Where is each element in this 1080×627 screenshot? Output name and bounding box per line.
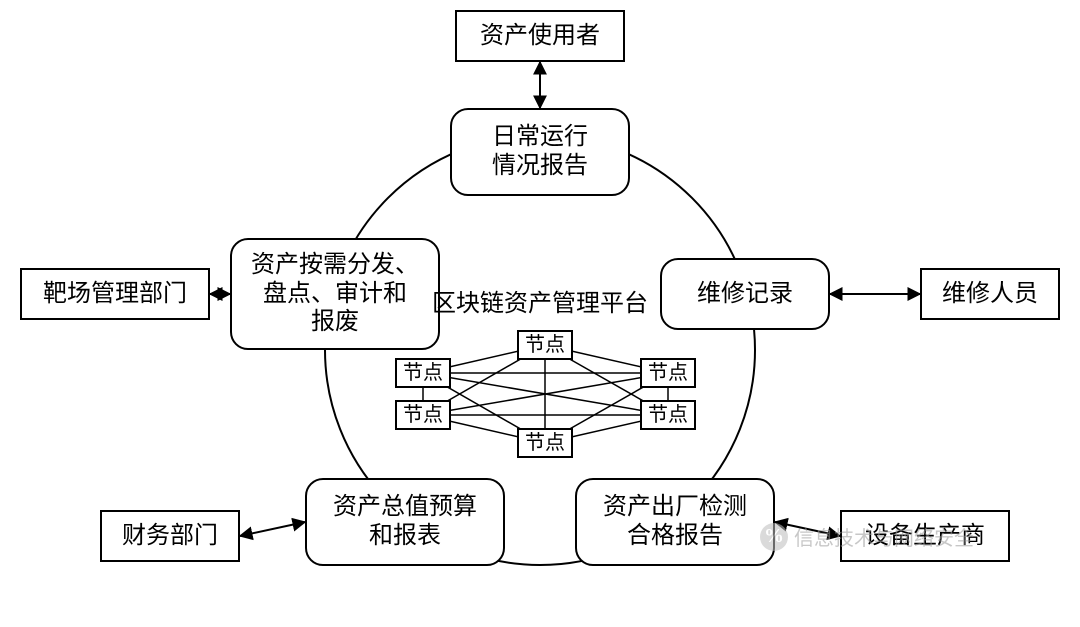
platform-title: 区块链资产管理平台 — [410, 283, 670, 318]
label: 维修记录 — [697, 280, 793, 309]
blockchain-node: 节点 — [517, 428, 573, 458]
actor-maintenance: 维修人员 — [920, 268, 1060, 320]
actor-finance: 财务部门 — [100, 510, 240, 562]
blockchain-node: 节点 — [395, 400, 451, 430]
blockchain-node: 节点 — [395, 358, 451, 388]
ring-quality-report: 资产出厂检测 合格报告 — [575, 478, 775, 566]
blockchain-node: 节点 — [640, 400, 696, 430]
mesh-edge — [423, 373, 668, 415]
actor-range-mgmt: 靶场管理部门 — [20, 268, 210, 320]
actor-asset-user: 资产使用者 — [455, 10, 625, 62]
label: 靶场管理部门 — [43, 280, 187, 309]
connector-arrow — [240, 522, 305, 536]
ring-repair-log: 维修记录 — [660, 258, 830, 330]
ring-daily-report: 日常运行 情况报告 — [450, 108, 630, 196]
label: 日常运行 情况报告 — [492, 123, 588, 181]
blockchain-node: 节点 — [640, 358, 696, 388]
label: 资产按需分发、 盘点、审计和 报废 — [251, 251, 419, 337]
ring-asset-dispatch: 资产按需分发、 盘点、审计和 报废 — [230, 238, 440, 350]
label: 维修人员 — [942, 280, 1038, 309]
label: 资产使用者 — [480, 22, 600, 51]
mesh-edge — [423, 373, 668, 415]
wechat-icon: % — [760, 523, 788, 551]
watermark-text: 信息技术与网络安全 — [794, 522, 974, 551]
blockchain-node: 节点 — [517, 330, 573, 360]
label: 资产总值预算 和报表 — [333, 493, 477, 551]
ring-total-value: 资产总值预算 和报表 — [305, 478, 505, 566]
label: 财务部门 — [122, 522, 218, 551]
label: 资产出厂检测 合格报告 — [603, 493, 747, 551]
diagram-canvas: 资产使用者 靶场管理部门 维修人员 财务部门 设备生产商 日常运行 情况报告 资… — [0, 0, 1080, 627]
watermark: % 信息技术与网络安全 — [760, 522, 974, 551]
